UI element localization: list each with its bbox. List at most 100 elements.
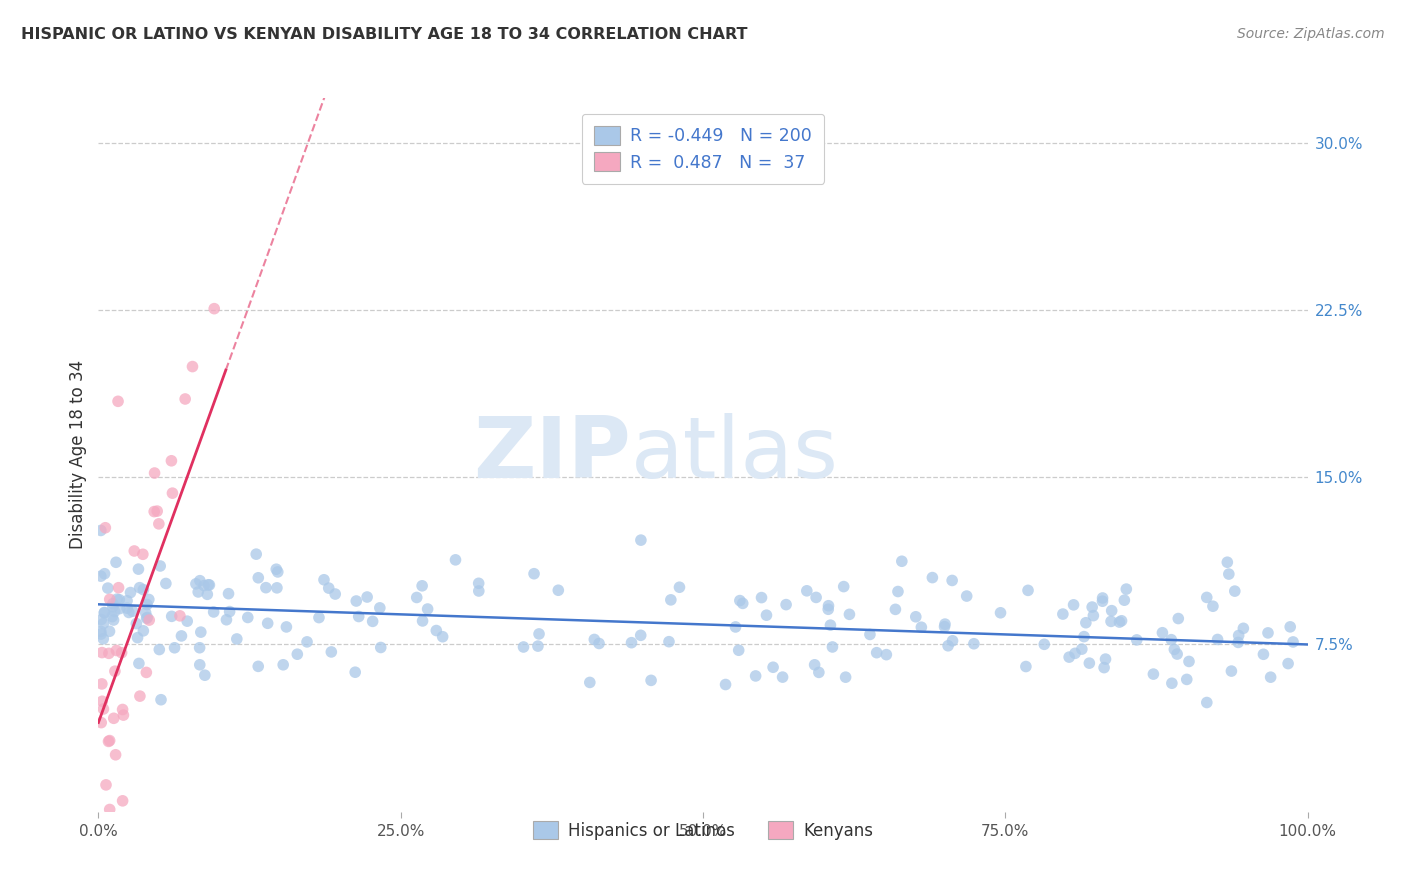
Point — [98, 733, 121, 747]
Point — [1092, 660, 1115, 674]
Point — [128, 657, 150, 671]
Point — [90, 677, 112, 691]
Point — [127, 631, 149, 645]
Point — [807, 665, 830, 680]
Point — [838, 607, 860, 622]
Point — [630, 533, 652, 548]
Point — [94, 521, 117, 535]
Point — [1115, 582, 1137, 596]
Point — [432, 630, 454, 644]
Point — [267, 565, 290, 579]
Point — [1232, 621, 1254, 635]
Point — [135, 606, 157, 620]
Point — [762, 660, 785, 674]
Point — [1111, 614, 1133, 628]
Point — [111, 794, 134, 808]
Point — [181, 359, 204, 374]
Point — [187, 585, 209, 599]
Point — [245, 547, 267, 561]
Point — [887, 584, 910, 599]
Point — [936, 639, 959, 653]
Point — [411, 579, 433, 593]
Point — [91, 632, 114, 646]
Legend: Hispanics or Latinos, Kenyans: Hispanics or Latinos, Kenyans — [526, 814, 880, 847]
Point — [1167, 611, 1189, 625]
Text: HISPANIC OR LATINO VS KENYAN DISABILITY AGE 18 TO 34 CORRELATION CHART: HISPANIC OR LATINO VS KENYAN DISABILITY … — [21, 27, 748, 42]
Point — [104, 664, 127, 678]
Point — [98, 803, 121, 817]
Point — [115, 601, 138, 615]
Point — [821, 640, 844, 654]
Point — [512, 640, 534, 654]
Point — [527, 627, 550, 641]
Point — [1282, 635, 1305, 649]
Point — [547, 583, 569, 598]
Point — [98, 624, 121, 639]
Point — [143, 505, 166, 519]
Point — [1091, 594, 1114, 608]
Text: ZIP: ZIP — [472, 413, 630, 497]
Point — [727, 643, 749, 657]
Point — [1216, 555, 1239, 569]
Point — [148, 516, 170, 531]
Point — [105, 592, 128, 607]
Point — [90, 613, 112, 627]
Point — [1101, 604, 1123, 618]
Point — [323, 587, 346, 601]
Point — [104, 604, 127, 618]
Point — [101, 609, 124, 624]
Point — [321, 645, 343, 659]
Point — [103, 711, 125, 725]
Point — [93, 606, 115, 620]
Point — [1253, 648, 1275, 662]
Point — [1081, 600, 1104, 615]
Point — [425, 624, 447, 638]
Point — [129, 689, 152, 703]
Point — [1063, 598, 1085, 612]
Point — [1099, 615, 1122, 629]
Point — [751, 591, 773, 605]
Point — [1206, 632, 1229, 647]
Point — [174, 392, 197, 406]
Point — [112, 708, 135, 723]
Point — [169, 608, 191, 623]
Point — [832, 580, 855, 594]
Point — [941, 633, 963, 648]
Point — [804, 591, 827, 605]
Point — [188, 657, 211, 672]
Point — [1083, 608, 1105, 623]
Point — [803, 657, 825, 672]
Point — [98, 592, 121, 607]
Point — [90, 715, 112, 730]
Point — [1160, 632, 1182, 647]
Point — [197, 578, 219, 592]
Point — [132, 624, 155, 638]
Point — [256, 616, 278, 631]
Point — [731, 596, 754, 610]
Point — [108, 601, 131, 615]
Point — [190, 625, 212, 640]
Point — [1202, 599, 1225, 614]
Y-axis label: Disability Age 18 to 34: Disability Age 18 to 34 — [69, 360, 87, 549]
Point — [198, 578, 221, 592]
Point — [160, 609, 183, 624]
Point — [266, 581, 288, 595]
Point — [910, 620, 932, 634]
Point — [1257, 626, 1279, 640]
Point — [146, 504, 169, 518]
Point — [188, 574, 211, 588]
Point — [195, 587, 218, 601]
Point — [188, 640, 211, 655]
Point — [1070, 642, 1092, 657]
Point — [308, 610, 330, 624]
Point — [218, 605, 240, 619]
Point — [101, 597, 124, 611]
Point — [412, 614, 434, 628]
Point — [578, 675, 600, 690]
Point — [122, 544, 145, 558]
Point — [236, 610, 259, 624]
Point — [640, 673, 662, 688]
Point — [1114, 593, 1136, 607]
Point — [934, 620, 956, 634]
Point — [1195, 696, 1218, 710]
